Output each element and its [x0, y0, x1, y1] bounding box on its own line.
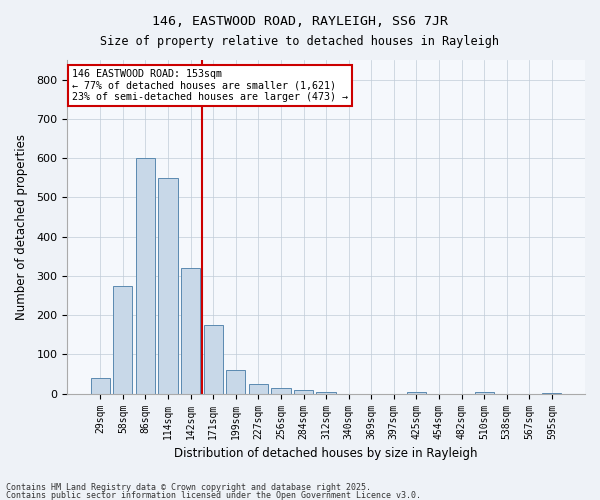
Bar: [316, 392, 335, 394]
Bar: [407, 392, 426, 394]
Bar: [181, 268, 200, 394]
Text: 146, EASTWOOD ROAD, RAYLEIGH, SS6 7JR: 146, EASTWOOD ROAD, RAYLEIGH, SS6 7JR: [152, 15, 448, 28]
Text: 146 EASTWOOD ROAD: 153sqm
← 77% of detached houses are smaller (1,621)
23% of se: 146 EASTWOOD ROAD: 153sqm ← 77% of detac…: [73, 69, 349, 102]
Text: Contains HM Land Registry data © Crown copyright and database right 2025.: Contains HM Land Registry data © Crown c…: [6, 483, 371, 492]
Bar: [136, 158, 155, 394]
Bar: [113, 286, 133, 394]
Bar: [294, 390, 313, 394]
X-axis label: Distribution of detached houses by size in Rayleigh: Distribution of detached houses by size …: [175, 447, 478, 460]
Bar: [475, 392, 494, 394]
Bar: [226, 370, 245, 394]
Text: Size of property relative to detached houses in Rayleigh: Size of property relative to detached ho…: [101, 35, 499, 48]
Bar: [542, 393, 562, 394]
Y-axis label: Number of detached properties: Number of detached properties: [15, 134, 28, 320]
Bar: [158, 178, 178, 394]
Bar: [203, 325, 223, 394]
Text: Contains public sector information licensed under the Open Government Licence v3: Contains public sector information licen…: [6, 490, 421, 500]
Bar: [91, 378, 110, 394]
Bar: [249, 384, 268, 394]
Bar: [271, 388, 290, 394]
